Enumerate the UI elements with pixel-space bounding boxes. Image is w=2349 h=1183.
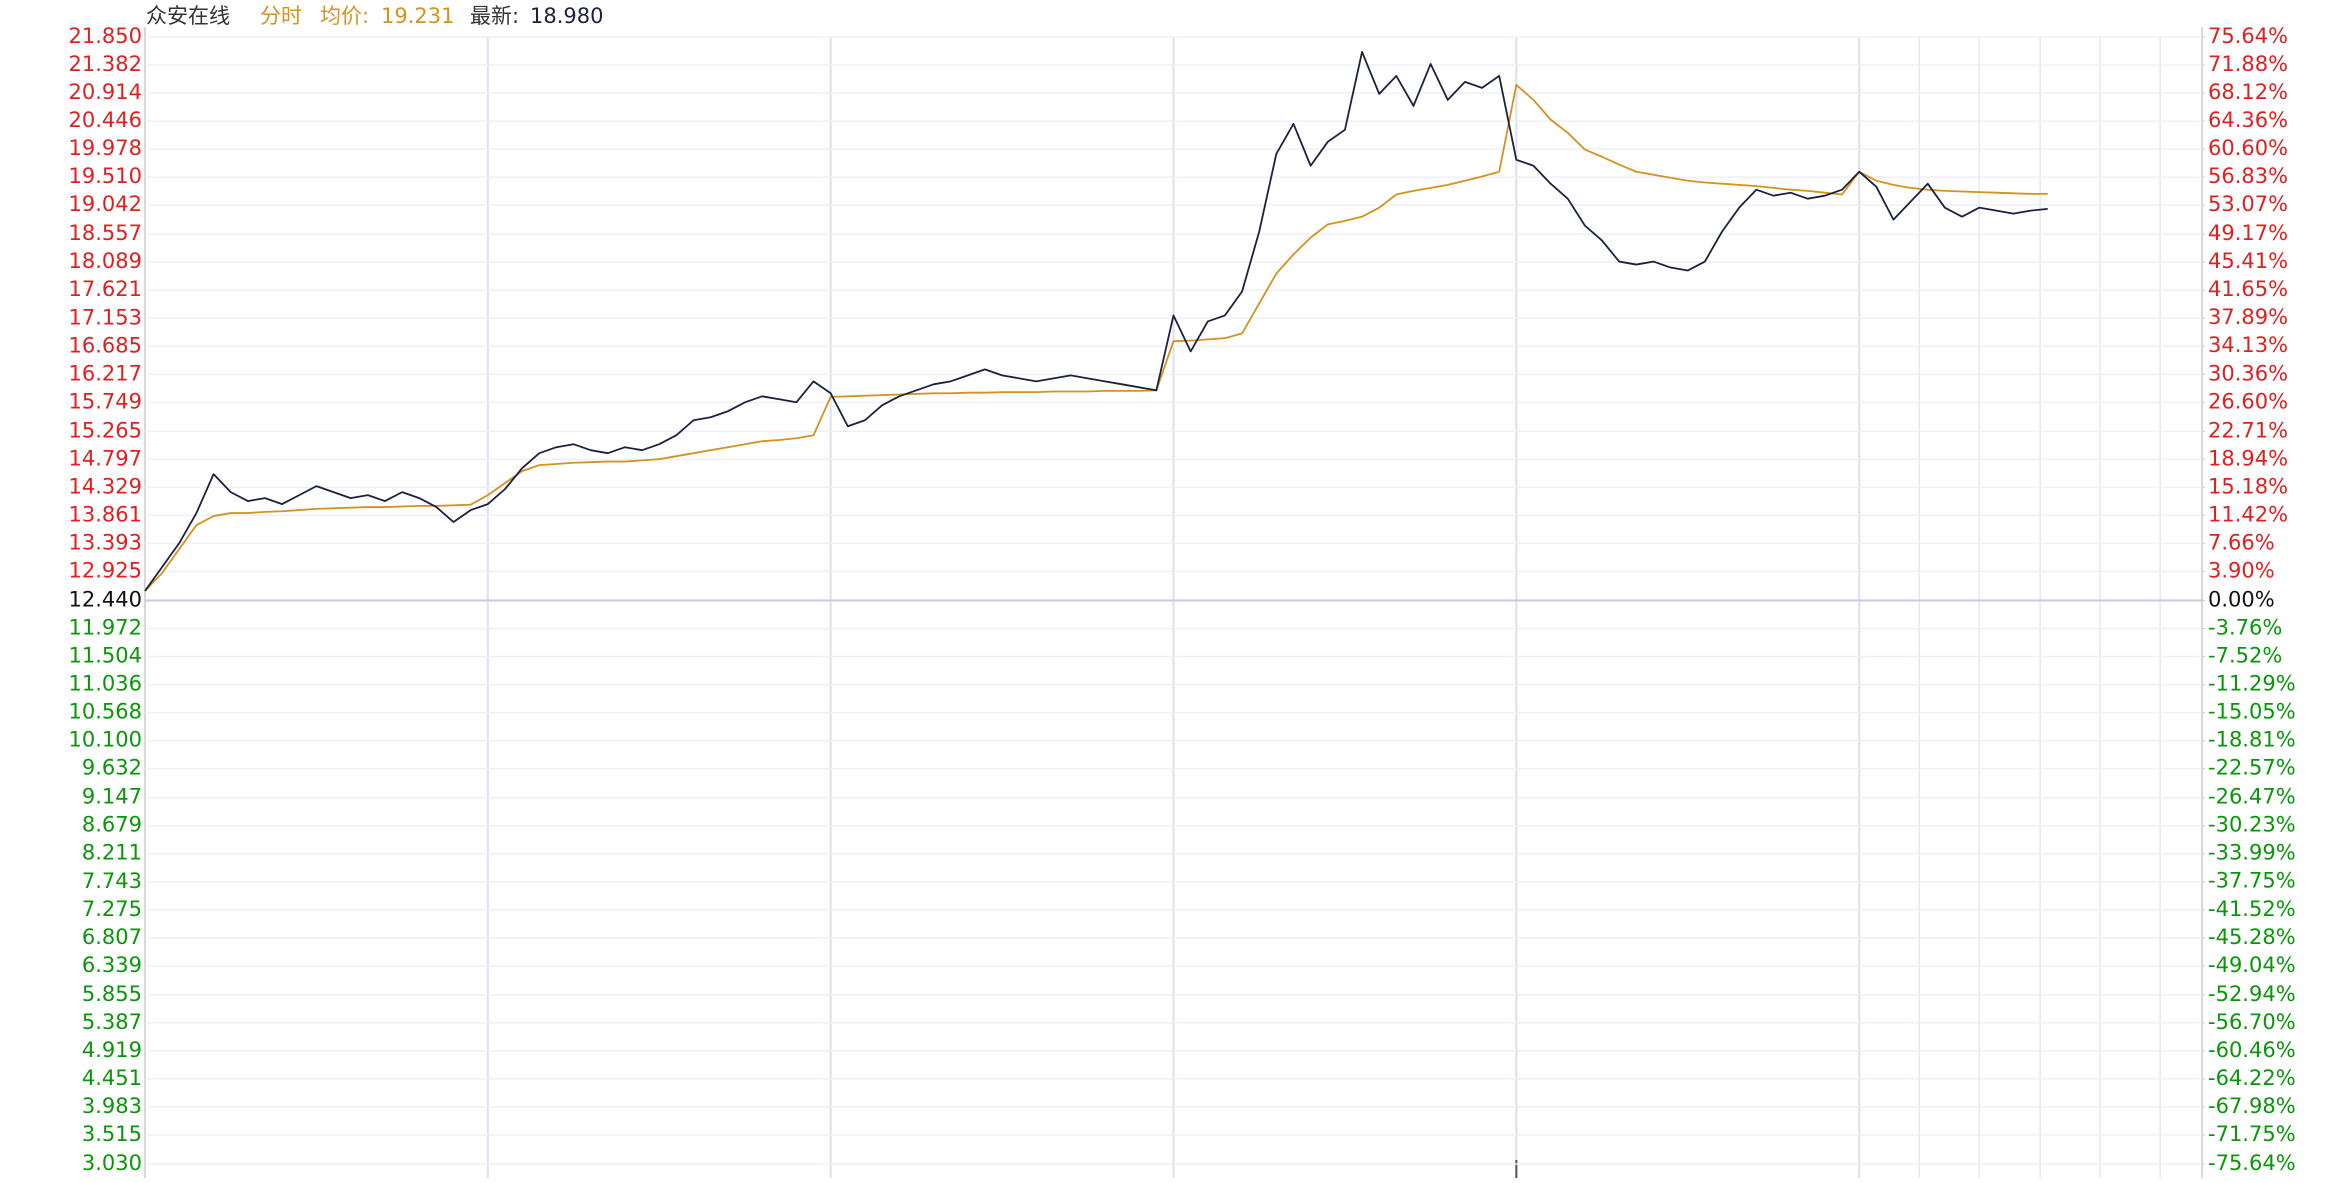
series-line <box>144 84 2048 592</box>
y2-tick-label: -60.46% <box>2208 1038 2296 1062</box>
y-tick-label: 6.807 <box>82 925 142 949</box>
y2-tick-label: -33.99% <box>2208 841 2296 865</box>
y-tick-label: 18.557 <box>69 221 142 245</box>
y2-tick-label: 15.18% <box>2208 474 2288 498</box>
y2-tick-label: 71.88% <box>2208 52 2288 76</box>
y-tick-label: 17.621 <box>69 277 142 301</box>
y2-tick-label: -30.23% <box>2208 813 2296 837</box>
last-value: 18.980 <box>530 4 603 28</box>
y2-tick-label: -45.28% <box>2208 925 2296 949</box>
y-tick-label: 11.972 <box>69 616 142 640</box>
y2-tick-label: 18.94% <box>2208 446 2288 470</box>
y2-tick-label: 22.71% <box>2208 418 2288 442</box>
y-tick-label: 3.515 <box>82 1122 142 1146</box>
y-tick-label: 15.749 <box>69 389 142 413</box>
y-tick-label: 16.685 <box>69 333 142 357</box>
y2-tick-label: 56.83% <box>2208 164 2288 188</box>
y-tick-label: 7.743 <box>82 869 142 893</box>
y-tick-label: 14.797 <box>69 446 142 470</box>
y2-tick-label: 41.65% <box>2208 277 2288 301</box>
y2-tick-label: -52.94% <box>2208 982 2296 1006</box>
avg-label: 均价: <box>320 4 369 28</box>
y2-tick-label: 68.12% <box>2208 80 2288 104</box>
y2-tick-label: 75.64% <box>2208 24 2288 48</box>
y-tick-label: 5.855 <box>82 982 142 1006</box>
y2-tick-label: -3.76% <box>2208 616 2282 640</box>
y-tick-label: 9.147 <box>82 785 142 809</box>
y-tick-label: 21.850 <box>69 24 142 48</box>
y2-tick-label: -26.47% <box>2208 785 2296 809</box>
y-tick-label: 10.568 <box>69 700 142 724</box>
avg-value: 19.231 <box>381 4 454 28</box>
y-tick-label: 12.440 <box>69 588 142 612</box>
y2-tick-label: -18.81% <box>2208 728 2296 752</box>
y2-tick-label: 49.17% <box>2208 221 2288 245</box>
y-tick-label: 7.275 <box>82 897 142 921</box>
y2-tick-label: 34.13% <box>2208 333 2288 357</box>
y2-tick-label: 11.42% <box>2208 502 2288 526</box>
y-tick-label: 5.387 <box>82 1010 142 1034</box>
y2-tick-label: 53.07% <box>2208 192 2288 216</box>
y-tick-label: 20.446 <box>69 108 142 132</box>
y-tick-label: 3.030 <box>82 1151 142 1175</box>
y-tick-label: 4.451 <box>82 1066 142 1090</box>
y2-tick-label: -75.64% <box>2208 1151 2296 1175</box>
y-tick-label: 10.100 <box>69 728 142 752</box>
y-tick-label: 17.153 <box>69 305 142 329</box>
y2-tick-label: 3.90% <box>2208 558 2275 582</box>
y-tick-label: 21.382 <box>69 52 142 76</box>
y2-tick-label: 45.41% <box>2208 249 2288 273</box>
y-tick-label: 15.265 <box>69 418 142 442</box>
y2-tick-label: -64.22% <box>2208 1066 2296 1090</box>
y2-tick-label: -15.05% <box>2208 700 2296 724</box>
mode-label: 分时 <box>260 4 302 28</box>
y2-tick-label: 0.00% <box>2208 588 2275 612</box>
series-line <box>144 51 2048 592</box>
y-tick-label: 13.393 <box>69 530 142 554</box>
y-tick-label: 6.339 <box>82 953 142 977</box>
y2-tick-label: 26.60% <box>2208 389 2288 413</box>
y-tick-label: 12.925 <box>69 558 142 582</box>
y2-tick-label: 30.36% <box>2208 361 2288 385</box>
y2-tick-label: -22.57% <box>2208 756 2296 780</box>
y2-tick-label: -41.52% <box>2208 897 2296 921</box>
y-tick-label: 19.978 <box>69 136 142 160</box>
y-tick-label: 8.211 <box>82 841 142 865</box>
y-tick-label: 9.632 <box>82 756 142 780</box>
y-tick-label: 8.679 <box>82 813 142 837</box>
y-tick-label: 3.983 <box>82 1094 142 1118</box>
y-tick-label: 19.042 <box>69 192 142 216</box>
y2-tick-label: 7.66% <box>2208 530 2275 554</box>
y-tick-label: 18.089 <box>69 249 142 273</box>
y-tick-label: 13.861 <box>69 502 142 526</box>
y2-tick-label: 60.60% <box>2208 136 2288 160</box>
y-tick-label: 20.914 <box>69 80 142 104</box>
y-tick-label: 14.329 <box>69 474 142 498</box>
y2-tick-label: -71.75% <box>2208 1122 2296 1146</box>
y-tick-label: 11.036 <box>69 672 142 696</box>
y-tick-label: 16.217 <box>69 361 142 385</box>
y2-tick-label: -67.98% <box>2208 1094 2296 1118</box>
last-label: 最新: <box>470 4 519 28</box>
chart-title: 众安在线 <box>146 4 230 28</box>
y2-tick-label: -49.04% <box>2208 953 2296 977</box>
y2-tick-label: -37.75% <box>2208 869 2296 893</box>
y2-tick-label: -11.29% <box>2208 672 2296 696</box>
y2-tick-label: -56.70% <box>2208 1010 2296 1034</box>
y2-tick-label: -7.52% <box>2208 644 2282 668</box>
y-tick-label: 19.510 <box>69 164 142 188</box>
y2-tick-label: 37.89% <box>2208 305 2288 329</box>
y-tick-label: 11.504 <box>69 644 142 668</box>
y-tick-label: 4.919 <box>82 1038 142 1062</box>
y2-tick-label: 64.36% <box>2208 108 2288 132</box>
